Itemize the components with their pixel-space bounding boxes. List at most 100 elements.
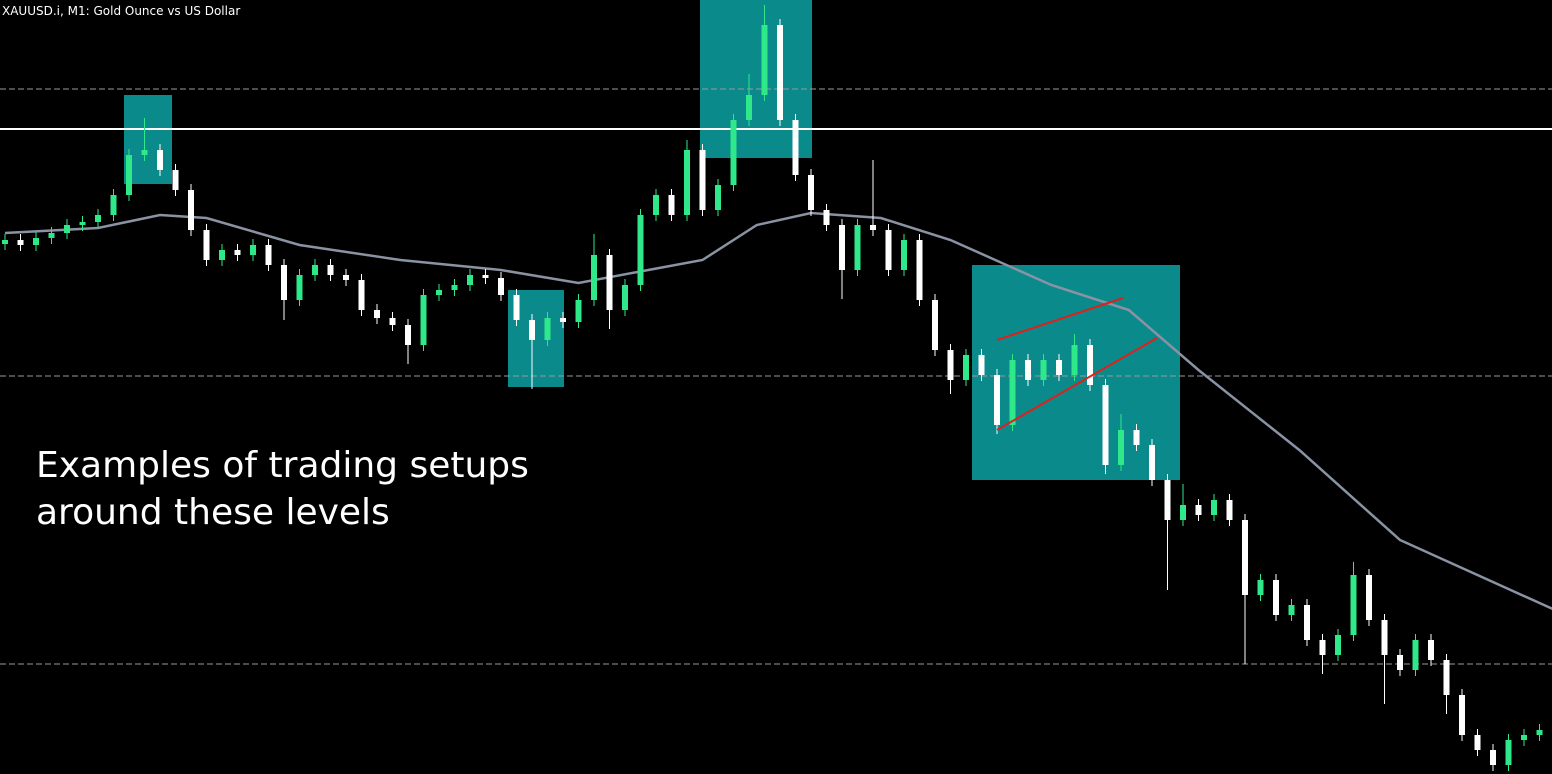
candle-body: [947, 350, 954, 380]
candle-body: [1443, 660, 1450, 695]
candle-body: [699, 150, 706, 210]
candle-body: [854, 225, 861, 270]
candle-body: [1459, 695, 1465, 735]
candle-body: [1505, 740, 1512, 765]
annotation: around these levels: [36, 492, 390, 533]
candle-body: [358, 280, 365, 310]
candle-body: [1350, 575, 1357, 635]
candle-body: [1056, 360, 1062, 375]
levels: [0, 88, 1552, 665]
candle-body: [808, 175, 814, 210]
candle-body: [389, 318, 396, 325]
candle-body: [2, 240, 8, 244]
candle-body: [451, 285, 458, 290]
trend-lines: [996, 297, 1158, 431]
candle-body: [1397, 655, 1403, 670]
candle-body: [606, 255, 613, 310]
candle-body: [203, 230, 210, 260]
candle-body: [1288, 605, 1295, 615]
candle-body: [95, 215, 101, 222]
candle-body: [823, 210, 830, 225]
candle-body: [1009, 360, 1016, 425]
candle-body: [1257, 580, 1264, 595]
candle-body: [777, 25, 783, 120]
candle-body: [1149, 445, 1155, 480]
candle-body: [219, 250, 225, 260]
candle-body: [343, 275, 349, 280]
candle-body: [436, 290, 442, 295]
candle-body: [916, 240, 923, 300]
moving-average: [4, 211, 1552, 611]
annotation: Examples of trading setups: [36, 445, 529, 486]
candle-body: [1226, 500, 1233, 520]
candle-body: [48, 233, 55, 238]
candle-body: [327, 265, 334, 275]
candle-body: [529, 320, 535, 340]
candle-body: [1536, 730, 1543, 735]
candle-body: [79, 222, 86, 225]
candle-body: [172, 170, 179, 190]
candle-body: [1118, 430, 1124, 465]
candle-body: [746, 95, 752, 120]
candle-body: [792, 120, 799, 175]
candle-body: [513, 295, 520, 320]
candle-body: [730, 120, 737, 185]
candle-body: [1319, 640, 1326, 655]
trend-line: [996, 337, 1158, 431]
candle-body: [1412, 640, 1419, 670]
candle-body: [885, 230, 892, 270]
candle-body: [234, 250, 241, 255]
candle-body: [653, 195, 659, 215]
candle-body: [420, 295, 427, 345]
candle-body: [1428, 640, 1434, 660]
candle-body: [312, 265, 318, 275]
candle-body: [560, 318, 566, 322]
candle-body: [1211, 500, 1217, 515]
candle-body: [637, 215, 644, 285]
candle-body: [761, 25, 768, 95]
candle-body: [870, 225, 876, 230]
candles: [2, 5, 1543, 771]
candle-body: [1102, 385, 1109, 465]
candle-body: [405, 325, 411, 345]
candle-body: [978, 355, 985, 375]
candle-body: [281, 265, 287, 300]
candle-body: [467, 275, 473, 285]
candle-body: [1474, 735, 1481, 750]
candle-body: [544, 318, 551, 340]
candle-body: [110, 195, 117, 215]
trend-line: [996, 297, 1124, 341]
candle-body: [668, 195, 675, 215]
candle-body: [296, 275, 303, 300]
candle-body: [1335, 635, 1341, 655]
candle-body: [1180, 505, 1186, 520]
candle-body: [141, 150, 148, 155]
candle-body: [157, 150, 163, 170]
ma-line: [4, 211, 1552, 611]
candle-body: [1040, 360, 1047, 380]
candle-body: [1490, 750, 1496, 765]
candle-body: [1304, 605, 1310, 640]
candle-body: [1242, 520, 1248, 595]
candle-body: [17, 240, 24, 245]
candle-body: [1195, 505, 1202, 515]
candle-body: [188, 190, 194, 230]
candle-body: [250, 245, 256, 255]
candle-body: [839, 225, 845, 270]
candle-body: [715, 185, 721, 210]
candle-body: [64, 225, 70, 233]
candle-body: [1366, 575, 1372, 620]
chart-title: XAUUSD.i, M1: Gold Ounce vs US Dollar: [2, 4, 240, 18]
candle-body: [1071, 345, 1078, 375]
candle-body: [482, 275, 489, 278]
candle-body: [1133, 430, 1140, 445]
candle-body: [126, 155, 132, 195]
candle-body: [1381, 620, 1388, 655]
candle-body: [1273, 580, 1279, 615]
candle-body: [265, 245, 272, 265]
candle-body: [963, 355, 969, 380]
candle-body: [901, 240, 907, 270]
candle-body: [622, 285, 628, 310]
